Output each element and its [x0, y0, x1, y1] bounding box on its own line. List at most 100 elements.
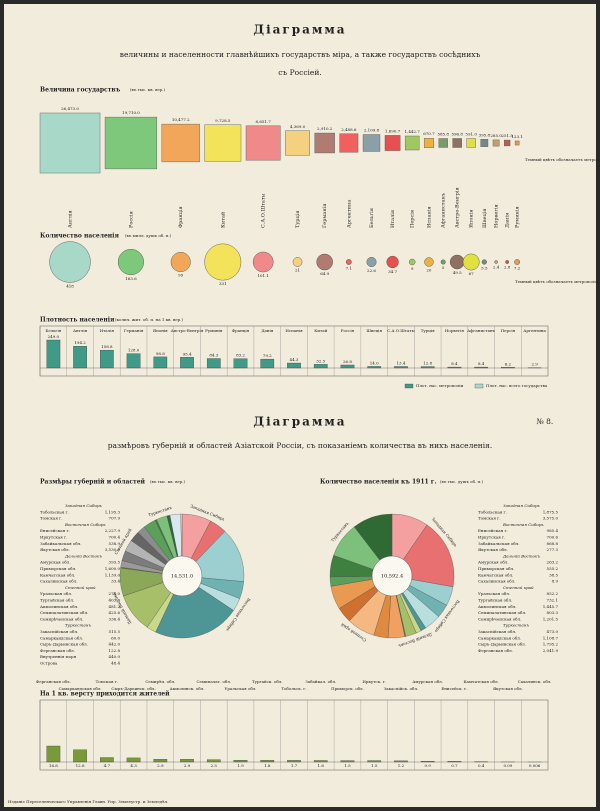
value-label: 2.5: [211, 763, 218, 768]
region-value: 803.3: [547, 610, 559, 615]
value-label: 2.4: [493, 265, 500, 270]
category-label: Приморск. обл.: [331, 686, 364, 691]
category-label: Амурская обл.: [412, 679, 443, 684]
bar: [313, 760, 328, 763]
region-name: Енисейская г.: [478, 528, 508, 533]
unit: (въ тыс. кв. вер.): [150, 479, 186, 484]
category-label: Самаркандская обл.: [59, 686, 102, 691]
bar: [233, 358, 248, 369]
group-label: Дальній Востокъ: [502, 553, 540, 558]
region-value: 852.2: [547, 591, 559, 596]
population-circle: [440, 259, 446, 265]
value-label: 1.9: [237, 763, 244, 768]
region-name: Самаркандская обл.: [40, 635, 83, 640]
value-label: 8.4: [478, 361, 485, 366]
region-value: 1,201.5: [543, 616, 559, 621]
category-label: Забайкал. обл.: [305, 679, 336, 684]
value-label: 95.4: [183, 351, 192, 356]
group-label: Туркестанъ: [65, 623, 91, 628]
value-label: 95: [178, 273, 184, 278]
category-label: Швеція: [366, 328, 382, 333]
legend-swatch: [474, 383, 484, 389]
region-value: 336.4: [109, 616, 121, 621]
category-label: Камчатская обл.: [463, 679, 498, 684]
sheet-number: № 8.: [537, 417, 554, 426]
value-label: 158.8: [101, 344, 113, 349]
region-value: 1,195.3: [105, 509, 121, 514]
bar: [206, 759, 221, 763]
value-label: 1,442.7: [405, 129, 421, 134]
population-circle: [505, 260, 510, 264]
region-name: Якутская обл.: [478, 547, 508, 552]
region-name: Ферганская обл.: [40, 648, 75, 653]
subtitle: съ Россіей.: [278, 68, 322, 77]
value-label: 21: [295, 268, 300, 273]
legend-swatch: [404, 383, 414, 389]
country-label: Японія: [469, 210, 475, 228]
value-label: 22.6: [367, 268, 376, 273]
value-label: 1.6: [318, 763, 325, 768]
center-label: 14,531.0: [171, 574, 193, 580]
bar: [100, 757, 114, 763]
region-value: 3,575.0: [543, 516, 559, 521]
group-label: Дальній Востокъ: [64, 553, 102, 558]
value-label: 13.4: [396, 360, 405, 365]
bar: [340, 760, 355, 763]
region-name: Забайкальская обл.: [40, 541, 82, 546]
value-label: 5: [442, 265, 445, 270]
area-square: [480, 139, 489, 147]
category-label: Персія: [501, 328, 516, 333]
chart-title: Количество населенія къ 1911 г.: [320, 479, 437, 486]
population-circle: [386, 255, 399, 269]
category-label: Тобольск. г.: [281, 686, 306, 691]
country-label: Испанія: [426, 206, 432, 228]
category-label: Аргентина: [523, 328, 546, 333]
value-label: 32.5: [316, 358, 325, 363]
category-label: Семипалат. обл.: [197, 679, 232, 684]
category-label: Сыръ-Дарьинск. обл.: [111, 686, 155, 691]
region-value: 1,600.0: [105, 566, 121, 571]
category-label: Енисейск. г.: [441, 686, 467, 691]
value-label: 418: [66, 283, 74, 288]
area-square: [339, 133, 359, 153]
country-label: Италія: [390, 210, 396, 228]
category-label: Закаспійск. обл.: [384, 686, 419, 691]
region-name: Тобольская г.: [478, 509, 507, 514]
population-circle: [49, 241, 91, 283]
region-name: Сыръ-Дарьинская обл.: [478, 642, 526, 647]
region-name: Семипалатинская обл.: [40, 610, 88, 615]
value-label: 163.6: [125, 276, 137, 281]
region-value: 707.9: [109, 516, 121, 521]
value-label: 331: [219, 281, 227, 286]
region-name: Уральская обл.: [478, 591, 510, 596]
country-label: Россія: [128, 211, 134, 228]
population-circle: [252, 251, 274, 273]
category-label: Ферганская обл.: [36, 679, 71, 684]
population-circle: [170, 252, 191, 272]
value-label: 670.7: [423, 131, 435, 136]
bar: [180, 357, 194, 369]
group-label: Восточная Сибирь: [502, 522, 544, 527]
bar: [394, 366, 408, 369]
value-label: 10,477.2: [172, 117, 190, 122]
value-label: 1.8: [264, 763, 271, 768]
category-label: Россія: [341, 328, 355, 333]
bar: [46, 339, 61, 369]
value-label: 79.2: [263, 353, 272, 358]
region-name: Енисейская г.: [40, 528, 70, 533]
value-label: 44.3: [290, 357, 299, 362]
region-value: 985.4: [547, 528, 559, 533]
region-name: Приморская обл.: [40, 566, 76, 571]
value-label: 2,910.2: [317, 126, 333, 131]
region-value: 33.4: [111, 579, 120, 584]
value-label: 9: [411, 266, 414, 271]
value-label: 2,109.8: [364, 128, 380, 133]
region-name: Иркутская г.: [40, 535, 67, 540]
region-value: 60.0: [111, 635, 120, 640]
value-label: 5.5: [481, 265, 488, 270]
region-value: 700.6: [547, 535, 559, 540]
category-label: Турція: [421, 328, 435, 333]
region-name: Ферганская обл.: [478, 648, 513, 653]
bar: [260, 760, 275, 763]
value-label: 12.8: [76, 763, 85, 768]
